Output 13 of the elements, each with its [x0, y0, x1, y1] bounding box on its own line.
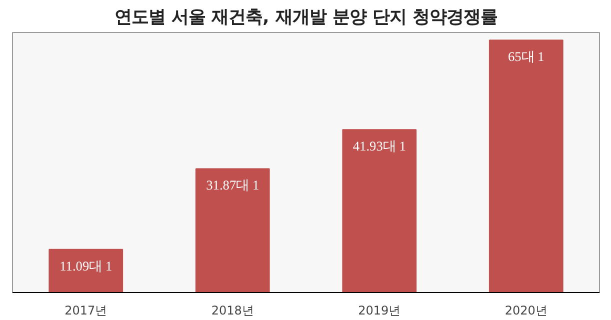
bar	[195, 168, 270, 292]
bar	[488, 40, 564, 292]
chart-title: 연도별 서울 재건축, 재개발 분양 단지 청약경쟁률	[114, 8, 498, 28]
x-tick-label: 2020년	[504, 304, 548, 318]
data-label: 11.09대 1	[60, 258, 112, 274]
bar	[342, 129, 417, 292]
data-label: 41.93대 1	[352, 138, 406, 154]
x-tick-label: 2017년	[64, 304, 108, 318]
data-label: 31.87대 1	[206, 178, 260, 193]
bar	[48, 248, 124, 292]
x-tick-label: 2019년	[358, 304, 401, 318]
data-label: 65대 1	[508, 49, 544, 64]
x-tick-label: 2018년	[211, 304, 254, 318]
